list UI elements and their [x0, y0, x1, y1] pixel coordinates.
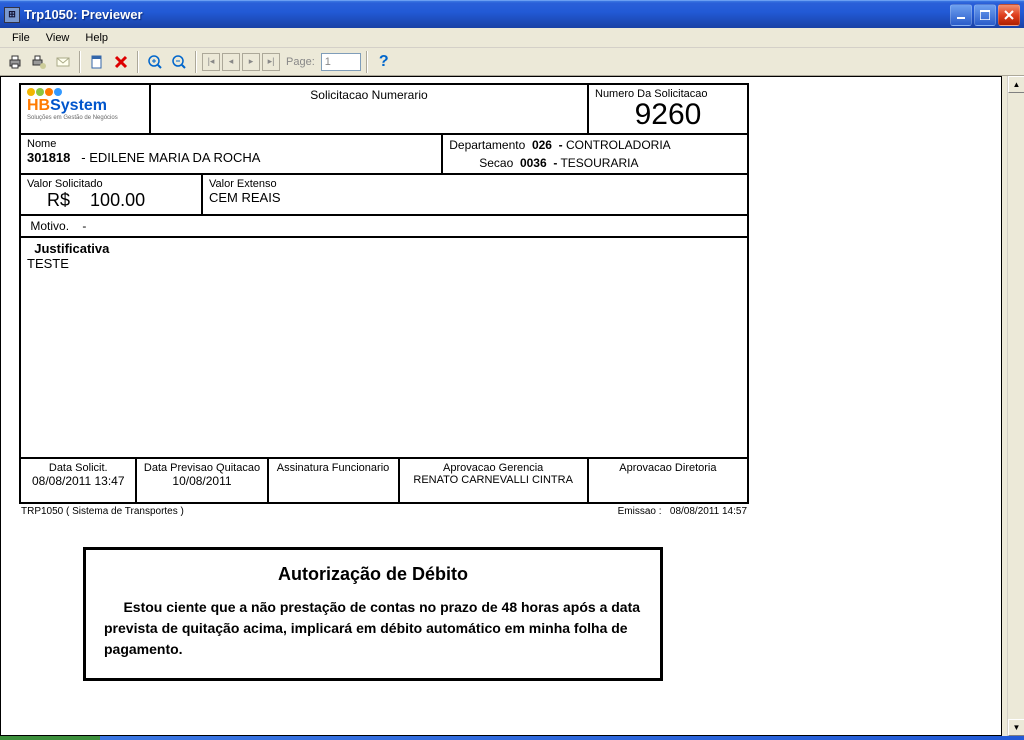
secao-code: 0036 [520, 156, 547, 170]
title-bar: ⊞ Trp1050: Previewer [0, 0, 1024, 28]
valor-value: 100.00 [90, 190, 145, 210]
minimize-button[interactable] [950, 4, 972, 26]
nome-value: EDILENE MARIA DA ROCHA [89, 150, 260, 165]
sig-datasolicit-label: Data Solicit. [27, 462, 129, 474]
logo-dot-icon [54, 88, 62, 96]
logo-hb: HB [27, 97, 50, 114]
document-viewport: HBSystem Soluções em Gestão de Negócios … [0, 76, 1007, 736]
scroll-down-button[interactable]: ▼ [1008, 719, 1024, 736]
prev-page-button[interactable]: ◂ [222, 53, 240, 71]
menu-help[interactable]: Help [77, 30, 116, 46]
sig-diretoria-label: Aprovacao Diretoria [595, 462, 741, 474]
page-label: Page: [286, 56, 315, 68]
logo-dot-icon [27, 88, 35, 96]
justificativa-label: Justificativa [34, 241, 109, 256]
menu-bar: File View Help [0, 28, 1024, 48]
new-doc-button[interactable] [86, 51, 108, 73]
last-page-button[interactable]: ▸| [262, 53, 280, 71]
dept-value: CONTROLADORIA [566, 138, 671, 152]
mail-button[interactable] [52, 51, 74, 73]
sig-dataprev-label: Data Previsao Quitacao [143, 462, 260, 474]
vertical-scrollbar[interactable]: ▲ ▼ [1007, 76, 1024, 736]
motivo-value: - [82, 219, 86, 233]
footer-left: TRP1050 ( Sistema de Transportes ) [21, 506, 184, 517]
secao-value: TESOURARIA [560, 156, 638, 170]
app-icon: ⊞ [4, 7, 20, 23]
valor-currency: R$ [47, 190, 70, 210]
valor-label: Valor Solicitado [27, 178, 195, 190]
report-title: Solicitacao Numerario [150, 84, 588, 134]
taskbar-sliver [0, 736, 1024, 740]
dept-label: Departamento [449, 138, 525, 152]
scroll-up-button[interactable]: ▲ [1008, 76, 1024, 93]
logo-cell: HBSystem Soluções em Gestão de Negócios [20, 84, 150, 134]
zoom-out-button[interactable] [168, 51, 190, 73]
authorization-title: Autorização de Débito [104, 564, 642, 585]
logo-system: System [50, 97, 107, 114]
sig-assinatura-label: Assinatura Funcionario [275, 462, 392, 474]
logo-dot-icon [45, 88, 53, 96]
authorization-body: Estou ciente que a não prestação de cont… [104, 599, 640, 657]
nome-sep: - [81, 150, 85, 165]
logo-tagline: Soluções em Gestão de Negócios [27, 115, 118, 121]
menu-view[interactable]: View [38, 30, 78, 46]
report-page: HBSystem Soluções em Gestão de Negócios … [0, 76, 1002, 736]
nome-label: Nome [27, 138, 435, 150]
next-page-button[interactable]: ▸ [242, 53, 260, 71]
secao-label: Secao [479, 156, 513, 170]
nome-code: 301818 [27, 150, 70, 165]
footer-emissao-label: Emissao : [618, 506, 662, 517]
footer-emissao-value: 08/08/2011 14:57 [670, 506, 747, 517]
close-doc-button[interactable] [110, 51, 132, 73]
sig-dataprev-value: 10/08/2011 [143, 474, 260, 488]
dept-code: 026 [532, 138, 552, 152]
sig-datasolicit-value: 08/08/2011 13:47 [27, 474, 129, 488]
motivo-label: Motivo. [30, 219, 69, 233]
page-input[interactable] [321, 53, 361, 71]
menu-file[interactable]: File [4, 30, 38, 46]
extenso-label: Valor Extenso [209, 178, 741, 190]
sig-gerencia-label: Aprovacao Gerencia [406, 462, 581, 474]
window-title: Trp1050: Previewer [24, 7, 143, 22]
toolbar: |◂ ◂ ▸ ▸| Page: ? [0, 48, 1024, 76]
justificativa-value: TESTE [27, 256, 741, 271]
print-setup-button[interactable] [28, 51, 50, 73]
help-button[interactable]: ? [373, 51, 395, 73]
zoom-in-button[interactable] [144, 51, 166, 73]
logo-dot-icon [36, 88, 44, 96]
close-button[interactable] [998, 4, 1020, 26]
sig-gerencia-value: RENATO CARNEVALLI CINTRA [406, 474, 581, 486]
authorization-box: Autorização de Débito Estou ciente que a… [83, 547, 663, 681]
first-page-button[interactable]: |◂ [202, 53, 220, 71]
request-number: 9260 [595, 100, 741, 130]
maximize-button[interactable] [974, 4, 996, 26]
extenso-value: CEM REAIS [209, 190, 741, 205]
print-button[interactable] [4, 51, 26, 73]
